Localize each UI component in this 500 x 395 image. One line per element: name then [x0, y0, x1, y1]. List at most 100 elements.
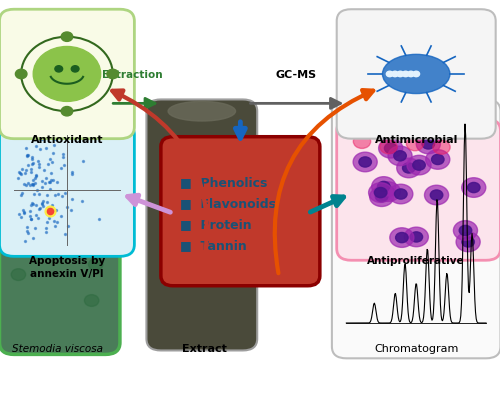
- Point: [23, 224, 31, 230]
- Point: [27, 216, 35, 222]
- Circle shape: [33, 47, 100, 102]
- Point: [20, 181, 28, 187]
- Circle shape: [397, 71, 404, 77]
- Point: [32, 202, 40, 208]
- Point: [20, 211, 28, 217]
- Circle shape: [402, 163, 415, 173]
- Circle shape: [413, 71, 420, 77]
- Point: [68, 196, 76, 202]
- Circle shape: [384, 143, 397, 153]
- Point: [51, 136, 59, 143]
- Point: [78, 198, 86, 204]
- Circle shape: [378, 181, 390, 192]
- Circle shape: [407, 155, 431, 175]
- Point: [27, 216, 35, 222]
- FancyBboxPatch shape: [0, 9, 134, 139]
- Circle shape: [374, 188, 387, 198]
- Point: [38, 199, 46, 206]
- Circle shape: [359, 157, 372, 167]
- Circle shape: [388, 146, 412, 166]
- Point: [22, 238, 30, 244]
- Circle shape: [433, 140, 450, 154]
- Circle shape: [16, 69, 27, 79]
- Point: [18, 171, 25, 177]
- Point: [17, 192, 25, 198]
- Ellipse shape: [382, 55, 450, 94]
- Circle shape: [394, 151, 406, 161]
- Point: [52, 179, 60, 185]
- Point: [44, 161, 52, 167]
- Circle shape: [354, 134, 370, 149]
- Point: [48, 177, 56, 183]
- Point: [44, 206, 52, 213]
- Circle shape: [57, 168, 72, 180]
- Point: [22, 181, 30, 188]
- Circle shape: [396, 233, 408, 243]
- Circle shape: [72, 66, 79, 72]
- Point: [39, 198, 47, 205]
- Circle shape: [66, 218, 80, 229]
- Point: [38, 200, 46, 207]
- Point: [50, 142, 58, 149]
- Point: [32, 225, 40, 231]
- FancyBboxPatch shape: [0, 123, 134, 256]
- Point: [42, 229, 50, 235]
- Circle shape: [11, 269, 26, 280]
- Circle shape: [380, 140, 397, 154]
- Circle shape: [61, 32, 72, 41]
- Point: [35, 161, 43, 167]
- Point: [14, 175, 22, 181]
- Circle shape: [353, 152, 377, 172]
- Text: Extract: Extract: [182, 344, 226, 354]
- Point: [43, 199, 51, 205]
- Circle shape: [376, 192, 388, 202]
- Circle shape: [426, 150, 450, 169]
- Text: Antioxidant: Antioxidant: [30, 135, 103, 145]
- Circle shape: [378, 138, 402, 158]
- Circle shape: [392, 71, 398, 77]
- Point: [59, 154, 67, 160]
- Point: [48, 170, 56, 176]
- Point: [36, 146, 44, 152]
- Point: [22, 145, 30, 151]
- Circle shape: [408, 71, 414, 77]
- Text: Antimicrobial: Antimicrobial: [374, 135, 458, 145]
- Point: [26, 182, 34, 188]
- Point: [28, 177, 36, 183]
- Point: [24, 153, 32, 160]
- Point: [46, 179, 54, 186]
- Text: Apoptosis by
annexin V/PI: Apoptosis by annexin V/PI: [29, 256, 105, 279]
- Circle shape: [390, 228, 414, 247]
- Point: [28, 161, 36, 167]
- Point: [46, 208, 54, 214]
- Point: [30, 190, 38, 197]
- Circle shape: [376, 182, 400, 201]
- Circle shape: [404, 227, 428, 247]
- Point: [68, 207, 76, 214]
- Point: [52, 192, 60, 198]
- Circle shape: [370, 187, 394, 207]
- Point: [28, 166, 36, 172]
- Point: [31, 175, 39, 182]
- FancyBboxPatch shape: [161, 137, 320, 286]
- Point: [49, 207, 57, 214]
- Point: [34, 215, 42, 222]
- Circle shape: [88, 259, 103, 271]
- Point: [44, 179, 52, 186]
- Point: [40, 167, 48, 173]
- Point: [46, 208, 54, 214]
- Point: [28, 169, 36, 175]
- Point: [60, 162, 68, 168]
- Point: [32, 173, 40, 180]
- Point: [36, 205, 44, 211]
- Circle shape: [84, 295, 99, 307]
- Circle shape: [459, 226, 471, 235]
- Point: [54, 191, 62, 197]
- Point: [49, 150, 57, 156]
- Point: [16, 169, 24, 176]
- Point: [64, 204, 72, 211]
- Circle shape: [456, 232, 480, 252]
- Point: [32, 212, 40, 218]
- Circle shape: [430, 190, 443, 200]
- Point: [18, 190, 25, 196]
